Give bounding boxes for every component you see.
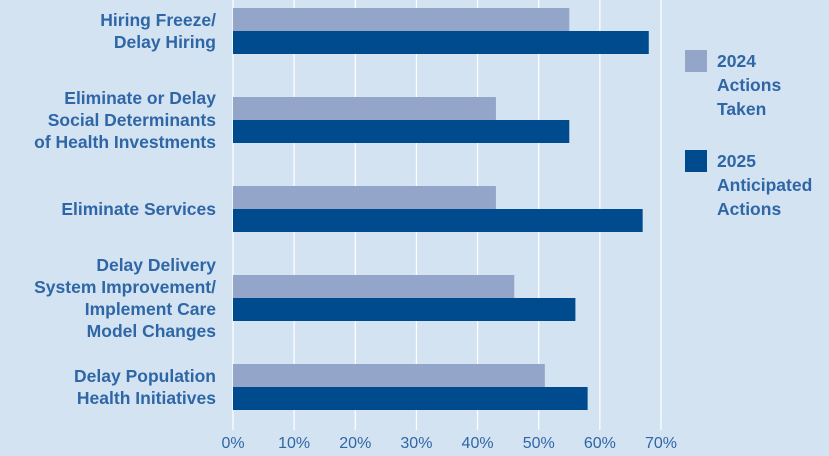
legend-swatch-2025 <box>685 150 707 172</box>
category-label: Eliminate or Delay Social Determinants of … <box>34 88 216 152</box>
category-label-line: Model Changes <box>87 321 217 341</box>
category-label-line: Eliminate or Delay <box>64 88 216 108</box>
bar-2025-4 <box>233 387 588 410</box>
x-tick-label: 10% <box>278 435 310 452</box>
legend-label-line: Actions <box>717 75 781 95</box>
category-label-line: Delay Delivery <box>96 255 216 275</box>
bar-2024-4 <box>233 364 545 387</box>
bar-2024-2 <box>233 186 496 209</box>
category-label-line: Eliminate Services <box>61 199 216 219</box>
x-tick-label: 50% <box>523 435 555 452</box>
category-label-line: System Improvement/ <box>34 277 216 297</box>
x-tick-label: 40% <box>462 435 494 452</box>
x-tick-labels: 0% 10% 20% 30% 40% 50% 60% 70% <box>221 435 677 452</box>
category-label-line: Social Determinants <box>48 110 217 130</box>
category-label-line: Delay Hiring <box>114 32 216 52</box>
x-tick-label: 20% <box>339 435 371 452</box>
x-tick-label: 70% <box>645 435 677 452</box>
category-label-line: Hiring Freeze/ <box>100 10 216 30</box>
category-label-line: Delay Population <box>74 366 216 386</box>
legend-label-2024: 2024 Actions Taken <box>717 51 781 119</box>
bar-2024-0 <box>233 8 570 31</box>
category-labels: Hiring Freeze/Delay Hiring Eliminate or D… <box>34 10 216 408</box>
bar-2025-2 <box>233 209 643 232</box>
legend-label-line: 2025 <box>717 151 756 171</box>
legend-label-2025: 2025 Anticipated Actions <box>717 151 812 219</box>
legend-label-line: Actions <box>717 199 781 219</box>
bar-2025-1 <box>233 120 570 143</box>
x-tick-label: 30% <box>400 435 432 452</box>
category-label: Eliminate Services <box>61 199 216 219</box>
bars <box>233 8 649 410</box>
bar-2024-3 <box>233 275 515 298</box>
legend-label-line: Anticipated <box>717 175 812 195</box>
bar-2024-1 <box>233 97 496 120</box>
category-label: Delay Population Health Initiatives <box>74 366 216 408</box>
legend: 2024 Actions Taken 2025 Anticipated Actions <box>685 50 812 219</box>
category-label-line: of Health Investments <box>34 132 216 152</box>
legend-label-line: Taken <box>717 99 766 119</box>
category-label-line: Implement Care <box>85 299 217 319</box>
legend-swatch-2024 <box>685 50 707 72</box>
legend-label-line: 2024 <box>717 51 756 71</box>
x-tick-label: 60% <box>584 435 616 452</box>
category-label-line: Health Initiatives <box>77 388 216 408</box>
bar-2025-3 <box>233 298 576 321</box>
category-label: Hiring Freeze/Delay Hiring <box>100 10 216 52</box>
category-label: Delay Delivery System Improvement/Impleme… <box>34 255 216 341</box>
bar-2025-0 <box>233 31 649 54</box>
x-tick-label: 0% <box>221 435 244 452</box>
